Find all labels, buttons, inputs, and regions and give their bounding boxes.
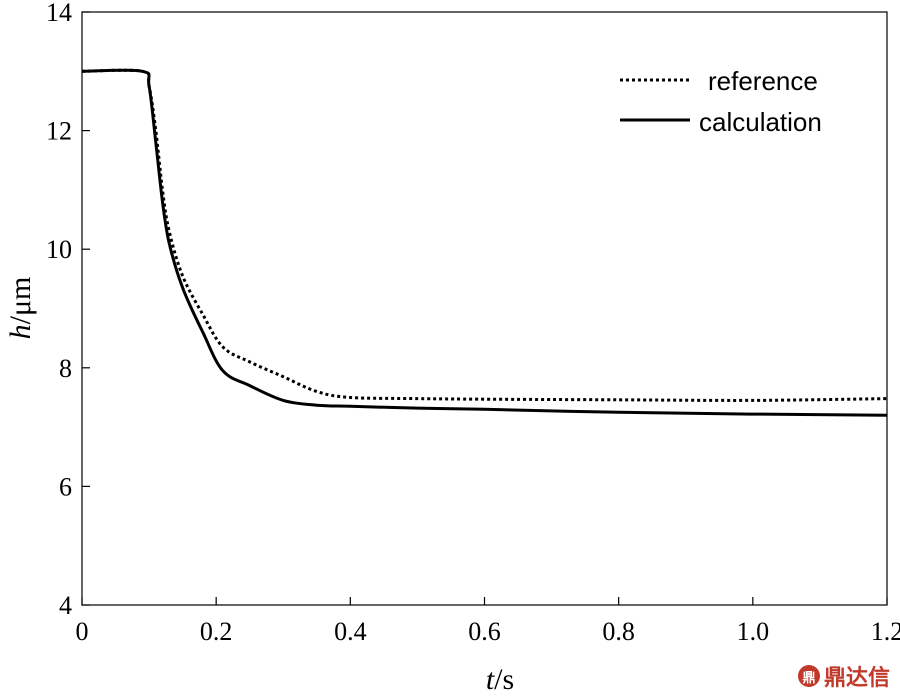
y-tick-label: 8: [59, 354, 72, 383]
legend-label-calculation: calculation: [699, 107, 822, 137]
plot-frame: [81, 11, 888, 606]
x-tick-label: 0.6: [468, 617, 501, 646]
x-tick-label: 0.2: [200, 617, 233, 646]
legend-label-reference: reference: [708, 66, 818, 96]
x-tick-label: 1.2: [871, 617, 900, 646]
watermark: 鼎 鼎达信: [797, 660, 890, 692]
watermark-text: 鼎达信: [823, 666, 890, 691]
x-axis-title: t/s: [486, 663, 514, 696]
y-tick-label: 10: [46, 235, 72, 264]
series-line-calculation: [81, 68, 888, 417]
legend: reference calculation: [620, 66, 822, 137]
y-axis-title: h/μm: [4, 277, 37, 340]
axis-ticks: 0 0.2 0.4 0.6 0.8 1.0 1.2 4 6 8 10 12 14: [46, 0, 900, 646]
watermark-logo-icon: 鼎: [797, 665, 820, 687]
x-tick-label: 1.0: [737, 617, 770, 646]
series-layer: [81, 68, 888, 417]
y-tick-label: 6: [59, 472, 72, 501]
y-tick-label: 14: [46, 0, 72, 27]
x-tick-label: 0.4: [334, 617, 367, 646]
y-tick-label: 4: [59, 591, 72, 620]
x-tick-label: 0: [76, 617, 89, 646]
series-line-reference: [81, 68, 888, 402]
x-tick-label: 0.8: [602, 617, 635, 646]
y-tick-label: 12: [46, 117, 72, 146]
